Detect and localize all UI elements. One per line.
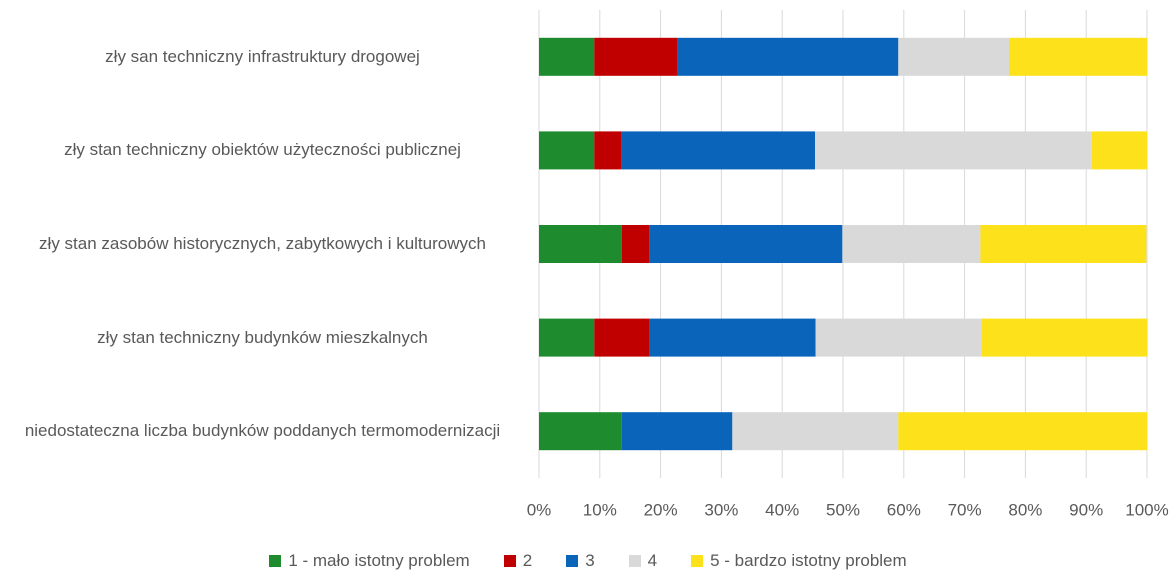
x-tick-label: 70% — [948, 500, 982, 519]
legend-item: 4 — [628, 551, 658, 571]
legend-label: 2 — [522, 551, 533, 570]
x-tick-label: 40% — [765, 500, 799, 519]
legend: 1 - mało istotny problem 2 3 4 5 - bardzo is… — [0, 551, 1176, 571]
legend-label: 4 — [647, 551, 658, 570]
x-tick-label: 20% — [644, 500, 678, 519]
category-label: niedostateczna liczba budynków poddanych… — [24, 421, 501, 441]
category-label: zły stan techniczny obiektów użytecznośc… — [64, 140, 461, 160]
legend-swatch — [628, 555, 641, 567]
bar-segment — [732, 412, 899, 451]
bar-segment — [649, 225, 843, 263]
category-label: zły stan zasobów historycznych, zabytkow… — [39, 234, 486, 253]
bar-segment — [649, 318, 816, 357]
bar-segment — [1008, 37, 1147, 76]
x-tick-label: 30% — [704, 500, 738, 519]
legend-label: 5 - bardzo istotny problem — [710, 551, 907, 570]
x-tick-label: 0% — [527, 500, 552, 519]
legend-swatch — [269, 555, 282, 567]
x-tick-label: 100% — [1125, 500, 1168, 519]
bar-segment — [677, 37, 899, 76]
bar-segment — [980, 225, 1147, 263]
bar-segment — [594, 318, 650, 357]
x-tick-label: 10% — [583, 500, 617, 519]
bar-segment — [815, 131, 1092, 170]
bar-segment — [898, 412, 1147, 451]
legend-swatch — [566, 555, 579, 567]
bar-segment — [621, 225, 650, 263]
bar-segment — [1091, 131, 1147, 170]
bar-segment — [539, 412, 622, 451]
category-label: zły stan techniczny budynków mieszkalnyc… — [97, 327, 428, 347]
bar-segment — [539, 318, 595, 357]
legend-item: 5 - bardzo istotny problem — [691, 551, 907, 571]
x-tick-label: 60% — [887, 500, 921, 519]
bar-segment — [594, 131, 622, 170]
bar-segment — [539, 37, 595, 76]
category-label: zły san techniczny infrastruktury drogow… — [105, 46, 420, 66]
x-tick-label: 80% — [1008, 500, 1042, 519]
legend-label: 1 - mało istotny problem — [288, 551, 470, 570]
bar-segment — [621, 131, 816, 170]
legend-swatch — [503, 555, 516, 567]
bar-segment — [898, 37, 1009, 76]
bar-segment — [539, 131, 595, 170]
bar-segment — [539, 225, 622, 263]
legend-swatch — [691, 555, 704, 567]
legend-item: 2 — [503, 551, 533, 571]
legend-label: 3 — [585, 551, 595, 570]
x-tick-label: 50% — [826, 500, 860, 519]
bar-segment — [815, 318, 982, 357]
legend-item: 3 — [566, 551, 595, 571]
x-tick-label: 90% — [1069, 500, 1103, 519]
bar-segment — [842, 225, 981, 263]
bar-segment — [621, 412, 733, 451]
bar-segment — [594, 37, 678, 76]
legend-item: 1 - mało istotny problem — [269, 551, 470, 571]
bar-segment — [981, 318, 1148, 357]
